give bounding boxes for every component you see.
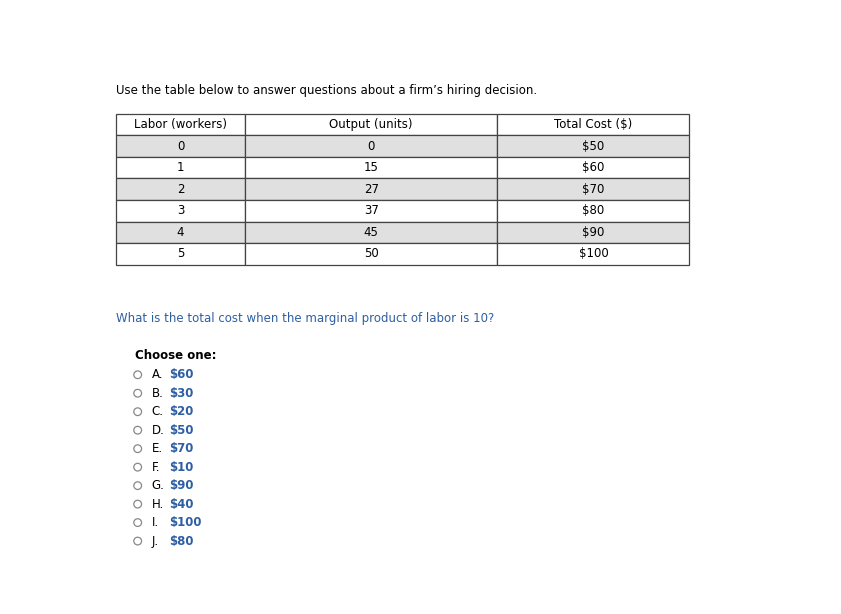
Text: $20: $20 bbox=[169, 405, 193, 418]
Bar bbox=[245, 200, 497, 222]
Text: 0: 0 bbox=[177, 139, 184, 152]
Text: $10: $10 bbox=[169, 460, 193, 473]
Text: C.: C. bbox=[151, 405, 164, 418]
Text: J.: J. bbox=[151, 535, 159, 548]
Bar bbox=[245, 135, 497, 157]
Text: Total Cost ($): Total Cost ($) bbox=[554, 118, 632, 131]
Bar bbox=[116, 179, 245, 200]
Text: $60: $60 bbox=[582, 161, 605, 174]
Bar bbox=[245, 114, 497, 135]
Text: What is the total cost when the marginal product of labor is 10?: What is the total cost when the marginal… bbox=[116, 313, 495, 325]
Bar bbox=[497, 157, 690, 179]
Text: 0: 0 bbox=[368, 139, 375, 152]
Text: B.: B. bbox=[151, 387, 163, 400]
Text: 5: 5 bbox=[177, 247, 184, 260]
Bar bbox=[497, 179, 690, 200]
Text: $70: $70 bbox=[169, 442, 193, 455]
Text: D.: D. bbox=[151, 424, 165, 437]
Text: $40: $40 bbox=[169, 497, 193, 511]
Text: Output (units): Output (units) bbox=[330, 118, 413, 131]
Text: 50: 50 bbox=[364, 247, 378, 260]
Text: 2: 2 bbox=[177, 183, 184, 196]
Text: $100: $100 bbox=[169, 516, 201, 529]
Bar bbox=[497, 200, 690, 222]
Text: $30: $30 bbox=[169, 387, 193, 400]
Text: $50: $50 bbox=[582, 139, 605, 152]
Text: 4: 4 bbox=[177, 226, 184, 239]
Text: 15: 15 bbox=[364, 161, 378, 174]
Bar bbox=[116, 200, 245, 222]
Text: 37: 37 bbox=[364, 204, 378, 217]
Text: 3: 3 bbox=[177, 204, 184, 217]
Text: F.: F. bbox=[151, 460, 160, 473]
Text: Use the table below to answer questions about a firm’s hiring decision.: Use the table below to answer questions … bbox=[116, 85, 537, 98]
Text: H.: H. bbox=[151, 497, 164, 511]
Text: $70: $70 bbox=[582, 183, 605, 196]
Text: $80: $80 bbox=[169, 535, 193, 548]
Bar bbox=[497, 114, 690, 135]
Text: I.: I. bbox=[151, 516, 159, 529]
Bar bbox=[497, 222, 690, 243]
Text: $90: $90 bbox=[582, 226, 605, 239]
Text: E.: E. bbox=[151, 442, 163, 455]
Text: Choose one:: Choose one: bbox=[135, 349, 216, 362]
Text: 45: 45 bbox=[364, 226, 378, 239]
Text: 27: 27 bbox=[363, 183, 378, 196]
Text: 1: 1 bbox=[177, 161, 184, 174]
Text: $60: $60 bbox=[169, 368, 193, 381]
Bar bbox=[116, 243, 245, 265]
Bar bbox=[245, 222, 497, 243]
Text: $80: $80 bbox=[582, 204, 605, 217]
Text: $100: $100 bbox=[579, 247, 608, 260]
Text: A.: A. bbox=[151, 368, 163, 381]
Bar bbox=[245, 243, 497, 265]
Bar bbox=[245, 179, 497, 200]
Text: $90: $90 bbox=[169, 479, 193, 492]
Bar bbox=[497, 243, 690, 265]
Bar bbox=[497, 135, 690, 157]
Text: $50: $50 bbox=[169, 424, 193, 437]
Text: G.: G. bbox=[151, 479, 165, 492]
Text: Labor (workers): Labor (workers) bbox=[134, 118, 227, 131]
Bar bbox=[245, 157, 497, 179]
Bar bbox=[116, 157, 245, 179]
Bar bbox=[116, 114, 245, 135]
Bar bbox=[116, 135, 245, 157]
Bar bbox=[116, 222, 245, 243]
